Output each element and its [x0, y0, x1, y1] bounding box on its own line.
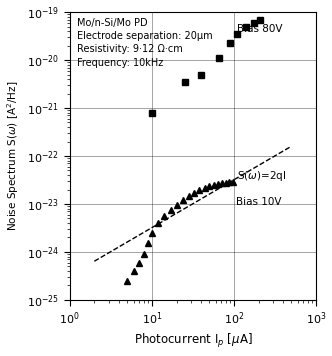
Text: S($\omega$)=2qI: S($\omega$)=2qI: [237, 168, 286, 183]
X-axis label: Photocurrent I$_p$ [$\mu$A]: Photocurrent I$_p$ [$\mu$A]: [133, 333, 252, 350]
Text: Bias 10V: Bias 10V: [236, 197, 281, 207]
Text: Bias 80V: Bias 80V: [237, 24, 283, 34]
Y-axis label: Noise Spectrum S($\omega$) [A$^2$/Hz]: Noise Spectrum S($\omega$) [A$^2$/Hz]: [6, 81, 21, 231]
Text: Mo/n-Si/Mo PD
Electrode separation: 20μm
Resistivity: 9·12 Ω·cm
Frequency: 10kHz: Mo/n-Si/Mo PD Electrode separation: 20μm…: [77, 18, 212, 68]
